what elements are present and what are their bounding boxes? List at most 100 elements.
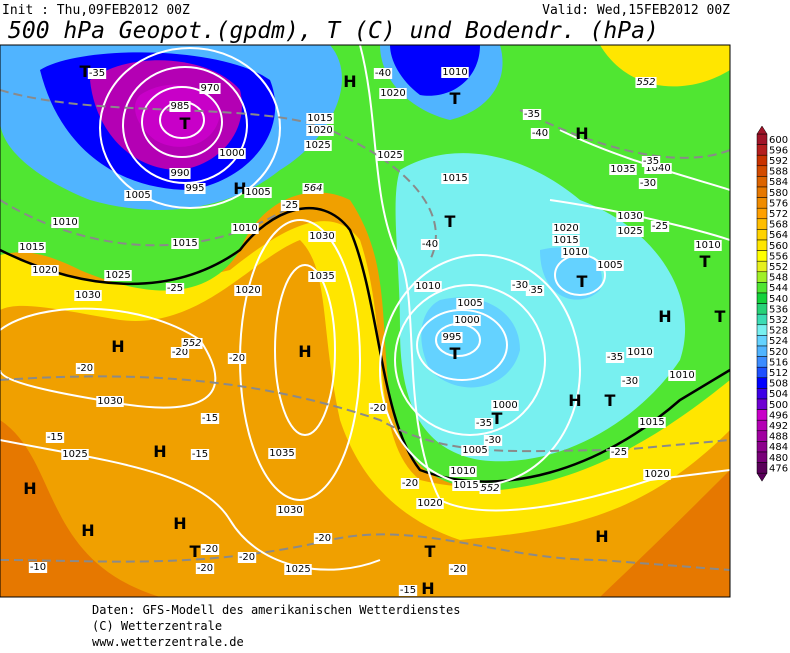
colorbar-cell: [756, 409, 768, 421]
isoline-label: -30: [485, 435, 501, 446]
colorbar-cell: [756, 292, 768, 304]
colorbar-label: 520: [769, 347, 788, 358]
label-bg: [643, 469, 671, 480]
map-frame: [0, 44, 731, 598]
pressure-center: H: [233, 179, 246, 198]
pressure-center: H: [153, 442, 166, 461]
pressure-center: T: [450, 344, 461, 363]
label-bg: [227, 353, 247, 364]
pressure-center: T: [80, 62, 91, 81]
label-bg: [616, 211, 644, 222]
pressure-center: T: [190, 542, 201, 561]
pressure-center: H: [23, 479, 36, 498]
isoline-label: -25: [652, 221, 668, 232]
pressure-center: T: [492, 409, 503, 428]
pressure-center: H: [575, 124, 588, 143]
label-bg: [200, 413, 220, 424]
label-bg: [308, 231, 336, 242]
isoline-label: -20: [239, 552, 255, 563]
colorbar-cell: [756, 186, 768, 198]
label-bg: [308, 271, 336, 282]
isoline-label: -35: [527, 285, 543, 296]
label-bg: [31, 265, 59, 276]
colorbar-label: 564: [769, 230, 788, 241]
isoline-label: -25: [611, 447, 627, 458]
colorbar-label: 596: [769, 145, 788, 156]
isoline-label: 1035: [610, 164, 635, 175]
isoline-label: -35: [476, 418, 492, 429]
colorbar-label: 576: [769, 198, 788, 209]
isoline-label: 970: [200, 83, 219, 94]
colorbar-cell: [756, 303, 768, 315]
label-bg: [124, 190, 152, 201]
colorbar-cell: [756, 441, 768, 453]
label-bg: [87, 68, 107, 79]
isoline-label: 1030: [309, 231, 334, 242]
isoline-label: -20: [315, 533, 331, 544]
label-bg: [165, 283, 185, 294]
pressure-center: T: [605, 391, 616, 410]
label-bg: [61, 449, 89, 460]
label-bg: [280, 200, 300, 211]
isoline-label: 995: [442, 332, 461, 343]
isoline-label: -15: [192, 449, 208, 460]
label-bg: [420, 239, 440, 250]
label-bg: [605, 352, 625, 363]
isoline-label: 1025: [62, 449, 87, 460]
isoline-label: -40: [375, 68, 391, 79]
isoline-label: 1010: [562, 247, 587, 258]
label-bg: [184, 183, 206, 194]
isoline-label: 1020: [553, 223, 578, 234]
colorbar-cell: [756, 335, 768, 347]
label-bg: [441, 173, 469, 184]
colorbar-cell: [756, 377, 768, 389]
colorbar-label: 492: [769, 421, 788, 432]
colorbar-label: 580: [769, 188, 788, 199]
contour-label: 552: [182, 338, 201, 349]
area-560-ne: [600, 45, 730, 87]
label-bg: [28, 562, 48, 573]
label-bg: [376, 150, 404, 161]
isoline-label: -20: [402, 478, 418, 489]
isoline-label: -10: [30, 562, 46, 573]
pressure-center: H: [421, 579, 434, 598]
pressure-center: H: [298, 342, 311, 361]
isoline-label: 1005: [597, 260, 622, 271]
pressure-center: H: [658, 307, 671, 326]
isoline-label: 995: [185, 183, 204, 194]
label-bg: [234, 285, 262, 296]
label-bg: [609, 447, 629, 458]
colorbar-cell: [756, 154, 768, 167]
pressure-center: H: [81, 521, 94, 540]
label-bg: [190, 449, 210, 460]
colorbar-cell: [756, 419, 768, 432]
label-bg: [638, 417, 666, 428]
area-560: [0, 221, 730, 540]
isoline-label: -15: [202, 413, 218, 424]
isoline-label: 1005: [457, 298, 482, 309]
label-bg: [635, 77, 657, 88]
label-bg: [461, 445, 489, 456]
isoline-label: 1020: [417, 498, 442, 509]
colorbar-cell: [756, 260, 768, 273]
colorbar-label: 600: [769, 135, 788, 146]
isoline-label: -30: [622, 376, 638, 387]
label-bg: [448, 564, 468, 575]
label-bg: [616, 226, 644, 237]
colorbar-cell: [756, 229, 768, 241]
label-bg: [181, 338, 203, 349]
isoline-label: 1010: [442, 67, 467, 78]
pressure-center: H: [595, 527, 608, 546]
label-bg: [561, 247, 589, 258]
contour-label: 552: [480, 483, 499, 494]
label-bg: [276, 505, 304, 516]
isoline-label: -20: [77, 363, 93, 374]
isoline-label: 1015: [19, 242, 44, 253]
pressure-center: T: [715, 307, 726, 326]
isoline-label: 1030: [75, 290, 100, 301]
isoline-label: 1030: [97, 396, 122, 407]
label-bg: [650, 221, 670, 232]
isoline-label: -25: [167, 283, 183, 294]
map-title: 500 hPa Geopot.(gpdm), T (C) und Bodendr…: [8, 18, 659, 44]
